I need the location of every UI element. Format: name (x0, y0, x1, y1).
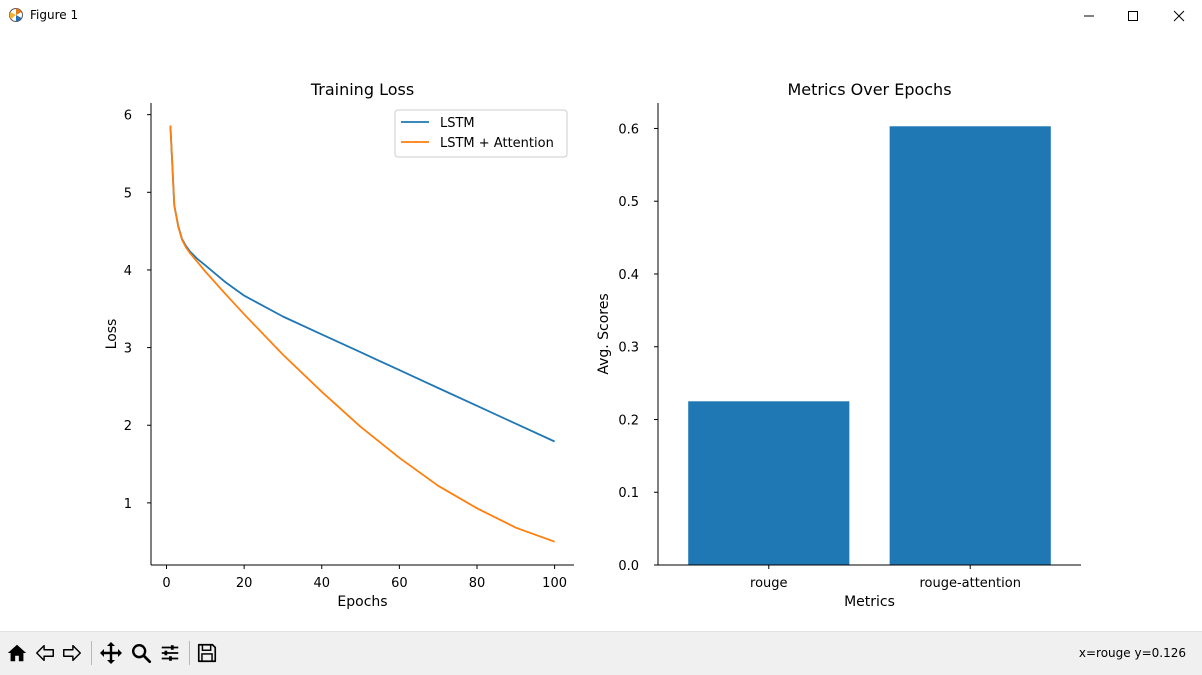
y-axis-label: Loss (104, 319, 120, 350)
minimize-button[interactable] (1066, 0, 1112, 31)
bar-rouge (688, 401, 850, 565)
toolbar-separator (91, 641, 92, 665)
y-tick-label: 0.3 (618, 341, 639, 356)
save-button[interactable] (193, 640, 221, 666)
chart-title: Metrics Over Epochs (787, 80, 951, 99)
legend-box (394, 109, 568, 158)
y-tick-label: 0.1 (618, 486, 639, 501)
chart-title: Training Loss (310, 80, 414, 99)
forward-button[interactable] (58, 640, 86, 666)
x-tick-label: 80 (469, 576, 486, 591)
y-tick-label: 0.0 (618, 559, 639, 574)
maximize-icon (1128, 10, 1138, 21)
y-tick-label: 0.5 (618, 195, 639, 210)
zoom-button[interactable] (127, 640, 155, 666)
series-line-lstm-attention (169, 125, 555, 543)
close-button[interactable] (1156, 0, 1202, 31)
bar-rouge-attention (889, 126, 1051, 565)
series-line-lstm (169, 125, 555, 443)
y-tick-label: 6 (124, 109, 132, 124)
y-tick-label: 2 (124, 419, 132, 434)
matplotlib-icon (8, 7, 24, 23)
y-tick-label: 4 (124, 264, 132, 279)
y-tick-label: 0.4 (618, 268, 639, 283)
x-tick-label: 20 (236, 576, 253, 591)
x-tick-label: 40 (313, 576, 330, 591)
close-icon (1173, 10, 1185, 21)
window-title: Figure 1 (30, 8, 79, 22)
coordinate-readout: x=rouge y=0.126 (1078, 646, 1186, 660)
minimize-icon (1084, 15, 1094, 16)
back-button[interactable] (31, 640, 59, 666)
x-axis-label: Epochs (337, 594, 387, 610)
legend-label: LSTM + Attention (440, 136, 554, 151)
home-icon (7, 644, 27, 662)
pan-icon (100, 642, 122, 664)
zoom-icon (132, 644, 152, 664)
toolbar-separator (189, 641, 190, 665)
forward-arrow-icon (63, 644, 81, 662)
navigation-toolbar: x=rouge y=0.126 (0, 631, 1202, 675)
figure-canvas[interactable]: Training Loss 0 20 40 60 80 100 1 2 3 4 5 6 Epochs Los… (0, 31, 1202, 631)
y-tick-label: 5 (124, 186, 132, 201)
y-tick-label: 3 (124, 342, 132, 357)
subplots-config-icon (161, 645, 179, 661)
legend-label: LSTM (440, 116, 475, 131)
y-tick-label: 0.6 (618, 122, 639, 137)
home-button[interactable] (3, 640, 31, 666)
x-tick-label: 0 (162, 576, 170, 591)
y-axis-label: Avg. Scores (596, 293, 612, 374)
subplots-config-button[interactable] (156, 640, 184, 666)
x-axis-label: Metrics (844, 594, 895, 610)
back-arrow-icon (36, 644, 54, 662)
y-tick-label: 1 (124, 497, 132, 512)
x-tick-label: 100 (542, 576, 567, 591)
title-bar: Figure 1 (0, 0, 1202, 32)
save-icon (197, 643, 217, 663)
x-tick-label: rouge-attention (919, 576, 1021, 591)
pan-button[interactable] (97, 640, 125, 666)
maximize-button[interactable] (1110, 0, 1156, 31)
x-tick-label: rouge (750, 576, 788, 591)
y-tick-label: 0.2 (618, 413, 639, 428)
x-tick-label: 60 (391, 576, 408, 591)
